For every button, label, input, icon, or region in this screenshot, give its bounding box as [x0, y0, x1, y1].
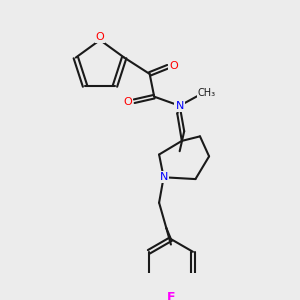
Text: N: N — [176, 101, 184, 111]
Text: N: N — [159, 172, 168, 182]
Text: CH₃: CH₃ — [198, 88, 216, 98]
Text: O: O — [169, 61, 178, 71]
Text: O: O — [124, 97, 132, 107]
Text: O: O — [96, 32, 104, 42]
Text: F: F — [167, 291, 175, 300]
